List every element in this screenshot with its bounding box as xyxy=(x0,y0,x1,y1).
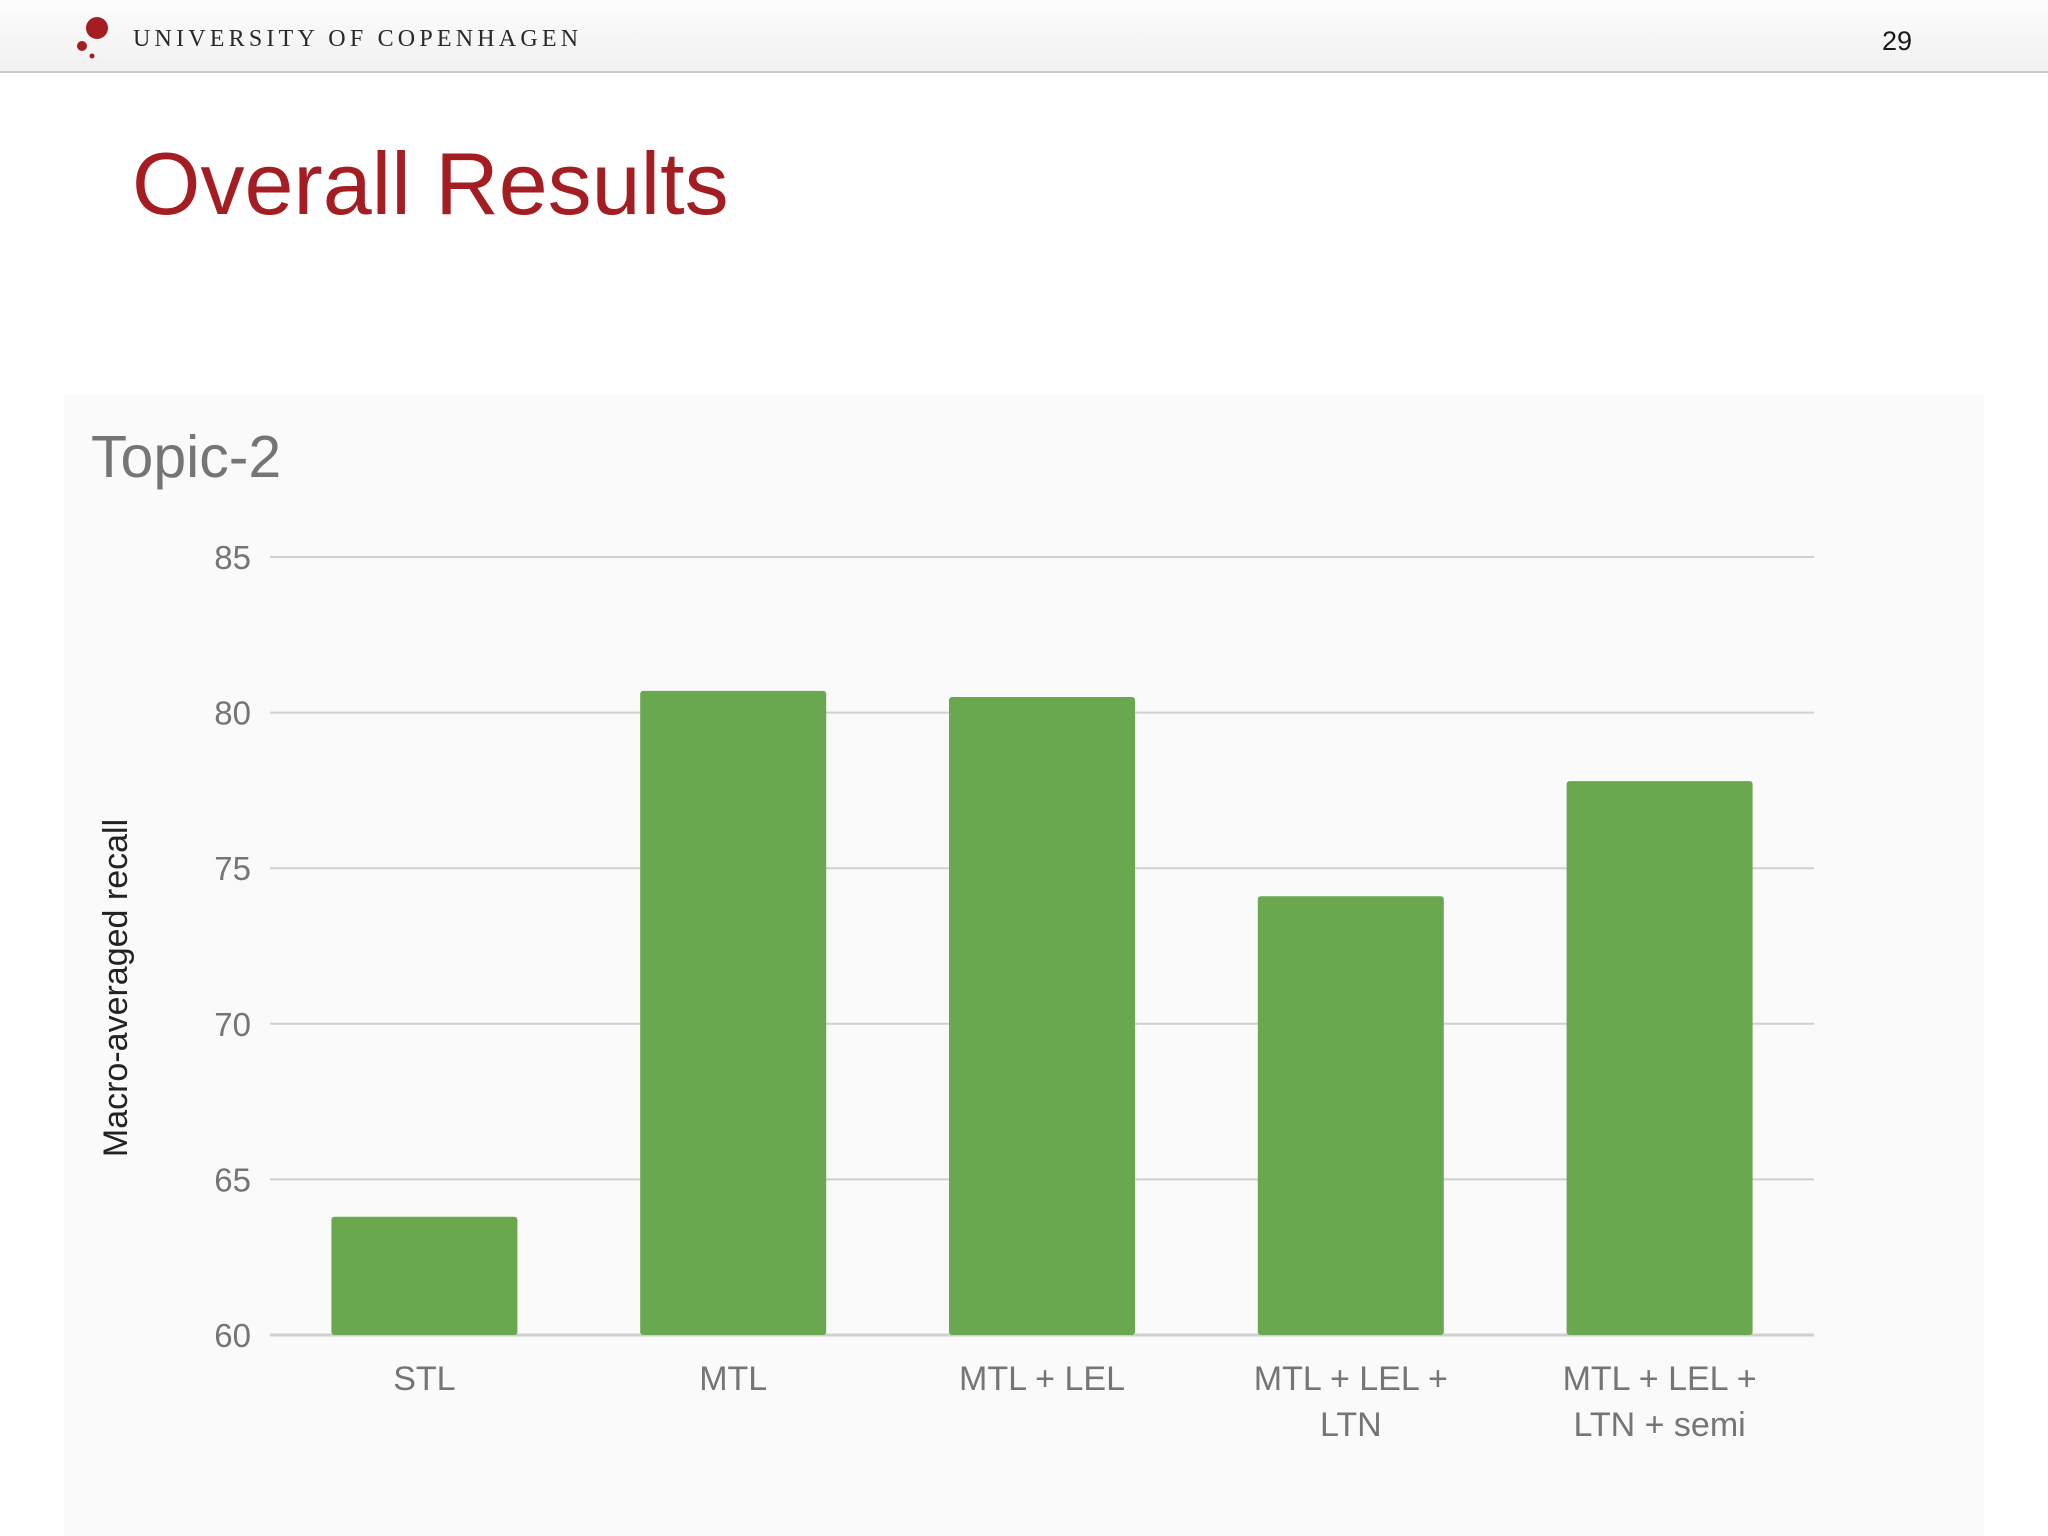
x-tick-label: MTL xyxy=(699,1360,767,1398)
bar xyxy=(1257,896,1444,1335)
slide-title: Overall Results xyxy=(132,134,729,233)
bar xyxy=(331,1216,518,1335)
y-tick-label: 80 xyxy=(214,695,251,732)
x-tick-label: STL xyxy=(393,1360,455,1398)
y-axis-label: Macro-averaged recall xyxy=(97,819,135,1157)
y-tick-label: 75 xyxy=(214,850,251,887)
x-tick-label: MTL + LEL + xyxy=(1563,1360,1757,1398)
x-tick-label: LTN xyxy=(1320,1406,1382,1444)
bar xyxy=(1566,781,1753,1335)
x-tick-label: LTN + semi xyxy=(1573,1406,1745,1444)
chart-title: Topic-2 xyxy=(91,424,282,490)
x-tick-label: MTL + LEL xyxy=(959,1360,1125,1398)
bar xyxy=(949,697,1135,1335)
y-tick-label: 70 xyxy=(214,1006,251,1043)
slide-header: UNIVERSITY OF COPENHAGEN 29 xyxy=(0,0,2048,73)
bar xyxy=(640,690,827,1335)
y-tick-label: 60 xyxy=(214,1317,251,1354)
x-tick-label: MTL + LEL + xyxy=(1254,1360,1448,1398)
university-logo-icon xyxy=(77,17,108,59)
y-tick-label: 85 xyxy=(214,539,251,576)
y-tick-label: 65 xyxy=(214,1161,251,1198)
page-number: 29 xyxy=(1882,26,1913,56)
university-name: UNIVERSITY OF COPENHAGEN xyxy=(133,26,583,52)
